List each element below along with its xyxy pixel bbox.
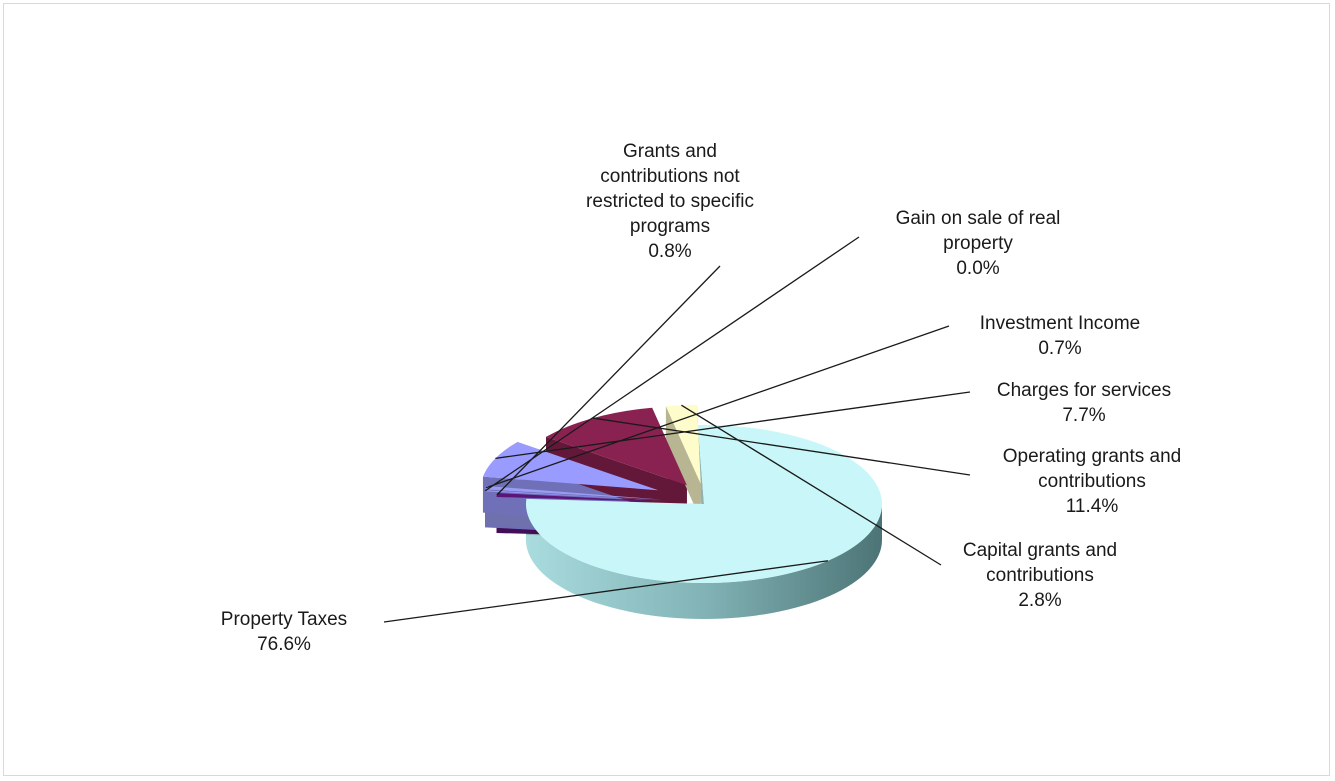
slice-label: Gain on sale of real property 0.0% — [896, 208, 1061, 279]
slice-label: Capital grants and contributions 2.8% — [963, 540, 1117, 611]
slice-label: Grants and contributions not restricted to… — [586, 141, 754, 262]
slice-label: Investment Income 0.7% — [980, 313, 1141, 359]
chart-frame: Property Taxes 76.6% Grants and contributio… — [3, 3, 1330, 776]
slice-label: Property Taxes 76.6% — [221, 609, 347, 655]
pie-chart: Property Taxes 76.6% Grants and contributio… — [4, 4, 1331, 777]
slice-label: Operating grants and contributions 11.4% — [1003, 446, 1182, 517]
slice-label: Charges for services 7.7% — [997, 380, 1171, 426]
